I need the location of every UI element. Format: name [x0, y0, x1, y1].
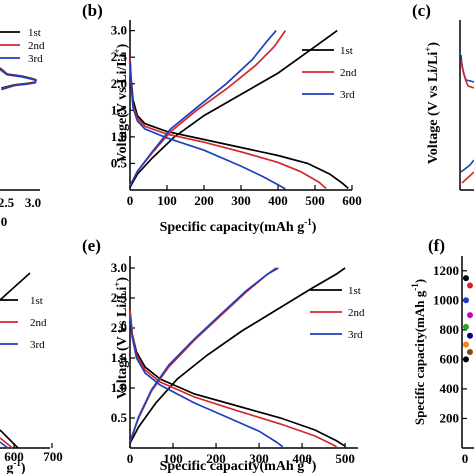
panel-f-markers — [463, 275, 473, 363]
y-tick-label: 2.5 — [111, 49, 128, 64]
panel-f-x-tick-0: 0 — [462, 451, 469, 466]
panel-f-y-tick-label: 200 — [440, 410, 460, 425]
panel-f: (f) 0 200 400 600 800 1000 1200 Specific capa… — [410, 236, 474, 466]
panel-b-axes: 0 100 200 300 400 500 600 0.5 1.0 1.5 2.0 2.5 3.0 1st… — [111, 20, 362, 208]
panel-b-label: (b) — [82, 1, 103, 20]
panel-b-y-axis-label: Voltage(V vs Li/Li+) — [112, 43, 130, 162]
panel-e-y-axis-label: Voltage (V vs Li/Li+) — [112, 277, 130, 400]
panel-c-label: (c) — [412, 1, 431, 20]
panel-b-x-axis-label: Specific capacity(mAh g-1) — [160, 217, 317, 235]
x-tick-label: 600 — [342, 193, 362, 208]
series-1st-discharge-line — [129, 57, 349, 190]
x-tick-label: 400 — [292, 451, 312, 466]
x-tick-label: 300 — [249, 451, 269, 466]
panel-e-axes: 0 100 200 300 400 500 0.5 1.0 1.5 2.0 2.5 3.0 1st 2nd… — [111, 256, 365, 466]
panel-f-marker — [463, 323, 469, 330]
x-tick-label: 200 — [206, 451, 226, 466]
legend-label-3rd: 3rd — [348, 329, 363, 341]
x-tick-label: 300 — [231, 193, 251, 208]
y-tick-label: 1.0 — [111, 129, 127, 144]
legend-label-1st: 1st — [340, 45, 353, 57]
panel-f-y-tick-label: 1000 — [433, 292, 459, 307]
legend-label-3rd: 3rd — [340, 89, 355, 101]
legend-label-2nd: 2nd — [340, 67, 357, 79]
series-3rd-discharge-line — [129, 62, 286, 190]
panel-d-legend: 1st 2nd 3rd — [0, 295, 47, 351]
series-1st-charge-line — [129, 267, 346, 444]
panel-e-label: (e) — [82, 236, 101, 255]
panel-f-marker — [463, 341, 469, 348]
panel-e: (e) 0 100 200 300 400 500 0.5 1.0 1.5 2.0 2.5 3.0 1s… — [82, 236, 365, 474]
legend: 1st 2nd 3rd — [302, 45, 357, 101]
panel-d-x-tick-0: 600 — [4, 449, 24, 464]
panel-d-legend-label: 3rd — [30, 339, 45, 351]
panel-a-x-label-fragment: 0 — [1, 214, 8, 229]
series-1st-discharge-line — [129, 309, 346, 447]
x-tick-label: 500 — [305, 193, 325, 208]
panel-a-legend-label: 2nd — [28, 40, 45, 52]
y-tick-label: 0.5 — [111, 155, 128, 170]
legend-label-1st: 1st — [348, 285, 361, 297]
series-2nd-discharge-line — [129, 57, 327, 190]
y-tick-label: 1.0 — [111, 380, 127, 395]
y-tick-label: 2.0 — [111, 76, 127, 91]
panel-f-marker — [467, 349, 473, 355]
x-tick-label: 100 — [157, 193, 177, 208]
y-tick-label: 2.5 — [111, 290, 128, 305]
x-tick-label: 0 — [127, 451, 134, 466]
panel-c-y-axis-label: Voltage (V vs Li/Li+) — [423, 42, 441, 165]
panel-f-marker — [467, 282, 473, 289]
y-tick-label: 3.0 — [111, 23, 127, 38]
panel-f-y-ticks: 200 400 600 800 1000 1200 — [433, 263, 467, 425]
panel-f-marker — [463, 356, 469, 363]
x-tick-label: 400 — [268, 193, 288, 208]
panel-f-y-tick-label: 800 — [440, 322, 460, 337]
y-tick-label: 0.5 — [111, 410, 128, 425]
series-2nd-charge-line — [129, 30, 287, 187]
panel-f-y-axis-label: Specific capacity(mAh g-1) — [410, 279, 427, 425]
panel-d-x-tick-1: 700 — [43, 449, 63, 464]
panel-f-marker — [463, 297, 469, 304]
panel-f-y-tick-label: 400 — [440, 381, 460, 396]
panel-c: (c) Voltage (V vs Li/Li+) — [412, 1, 474, 191]
panel-a-x-tick-0: 2.5 — [0, 195, 15, 210]
y-tick-label: 3.0 — [111, 260, 127, 275]
panel-f-label: (f) — [428, 236, 445, 255]
series-3rd-charge-line — [129, 267, 279, 443]
y-tick-label: 1.5 — [111, 102, 128, 117]
panel-a-legend-label: 1st — [28, 27, 41, 39]
panel-d-legend-label: 1st — [30, 295, 43, 307]
legend-label-2nd: 2nd — [348, 307, 365, 319]
panel-b: (b) 0 100 200 300 400 500 600 0.5 1.0 1.5 2.0 2.5 3.… — [82, 1, 362, 235]
panel-e-x-axis-label: Specific capacity(mAh g-1) — [160, 456, 317, 474]
panel-a-x-tick-1: 3.0 — [25, 195, 41, 210]
panel-a-curves — [0, 67, 37, 91]
series-3rd-discharge-line — [129, 315, 284, 448]
y-tick-label: 1.5 — [111, 350, 128, 365]
x-tick-label: 500 — [335, 451, 355, 466]
panel-f-y-tick-label: 1200 — [433, 263, 459, 278]
y-tick-label: 2.0 — [111, 320, 127, 335]
panel-f-marker — [467, 312, 473, 319]
panel-f-marker — [467, 332, 473, 339]
x-tick-label: 100 — [163, 451, 183, 466]
legend: 1st 2nd 3rd — [310, 285, 365, 341]
series-3rd-charge-line — [129, 30, 277, 187]
panel-d-legend-label: 2nd — [30, 317, 47, 329]
panel-f-marker — [463, 275, 469, 282]
x-tick-label: 0 — [127, 193, 134, 208]
series-1st-charge-line — [129, 29, 338, 188]
x-tick-label: 200 — [194, 193, 214, 208]
panel-a-legend-label: 3rd — [28, 53, 43, 65]
panel-a-series-3rd — [0, 68, 37, 91]
panel-d-x-axis-label-fragment: g-1) — [6, 458, 26, 474]
panel-d: 600 700 g-1) 1st 2nd 3rd — [0, 272, 63, 474]
panel-f-y-tick-label: 600 — [440, 351, 460, 366]
